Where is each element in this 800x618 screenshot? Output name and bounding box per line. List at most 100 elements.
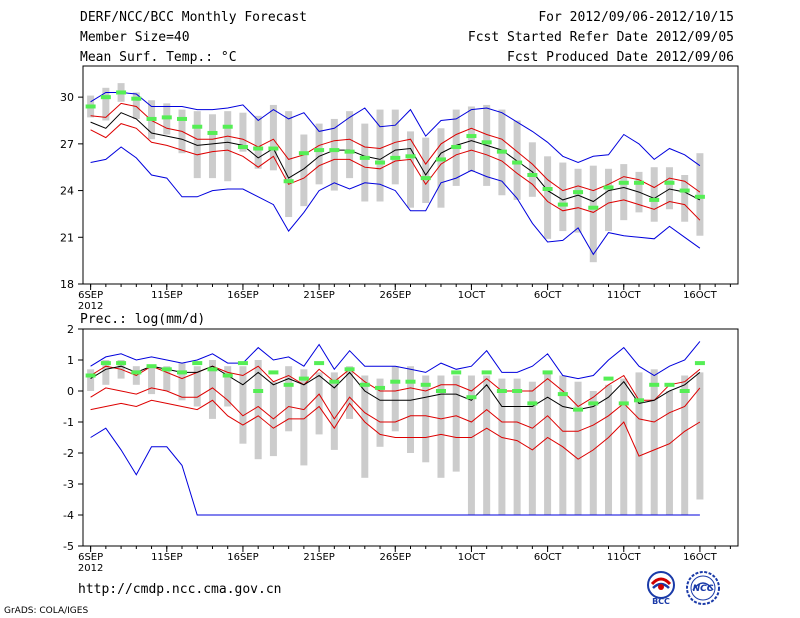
spread-box xyxy=(87,369,95,391)
median-marker xyxy=(146,364,157,369)
spread-box xyxy=(376,378,384,447)
spread-box xyxy=(208,360,216,419)
spread-box xyxy=(589,165,597,263)
median-marker xyxy=(588,401,599,406)
x-tick-label: 6SEP xyxy=(78,290,103,301)
spread-box xyxy=(148,366,156,395)
source-url[interactable]: http://cmdp.ncc.cma.gov.cn xyxy=(78,582,282,597)
median-marker xyxy=(222,373,233,378)
median-marker xyxy=(207,367,218,372)
median-marker xyxy=(131,370,142,375)
median-marker xyxy=(512,389,523,393)
series-max xyxy=(90,92,701,167)
x-tick-label: 26SEP xyxy=(380,290,411,301)
x-tick-label: 16OCT xyxy=(683,290,718,301)
median-marker xyxy=(359,382,370,387)
median-marker xyxy=(177,370,188,375)
spread-box xyxy=(544,372,552,515)
spread-box xyxy=(681,175,689,222)
series-mean-minus-sd xyxy=(90,387,701,432)
spread-box xyxy=(665,167,673,210)
median-marker xyxy=(237,361,248,366)
spread-box xyxy=(605,384,613,515)
spread-box xyxy=(498,378,506,515)
spread-box xyxy=(681,375,689,515)
median-marker xyxy=(192,361,203,366)
median-marker xyxy=(375,385,386,390)
median-marker xyxy=(542,370,553,375)
y-tick-label: 18 xyxy=(60,278,74,291)
series-mean-plus-sd xyxy=(90,102,701,193)
forecast-produced-date: Fcst Produced Date 2012/09/06 xyxy=(507,50,734,65)
series-mean xyxy=(90,112,701,203)
panel-1: 18 21 24 27 30 6SEP 11SEP 16SEP 21SEP 26SEP 1OCT 6O… xyxy=(60,65,739,312)
header-left: DERF/NCC/BCC Monthly Forecast Member Siz… xyxy=(80,9,307,69)
median-marker xyxy=(679,188,690,193)
spread-box xyxy=(269,104,277,171)
y-tick-label: -3 xyxy=(63,478,74,491)
bcc-logo-text: BCC xyxy=(652,597,670,606)
spread-box xyxy=(361,375,369,478)
series-mean-minus-sd xyxy=(90,123,701,221)
spread-box xyxy=(574,381,582,515)
bcc-logo: BCC xyxy=(647,571,675,606)
y-tick-label: 30 xyxy=(60,91,74,104)
spread-box xyxy=(528,142,536,197)
spread-box xyxy=(208,114,216,179)
median-marker xyxy=(375,160,386,165)
median-marker xyxy=(435,157,446,162)
spread-box xyxy=(178,363,186,401)
median-marker xyxy=(253,146,264,151)
spread-box xyxy=(376,109,384,202)
spread-box xyxy=(132,92,140,119)
spread-box xyxy=(163,366,171,391)
median-marker xyxy=(420,382,431,387)
spread-box xyxy=(361,123,369,202)
x-year-label: 2012 xyxy=(78,301,103,312)
spread-box xyxy=(452,375,460,472)
y-tick-label: -5 xyxy=(63,540,74,553)
median-marker xyxy=(146,116,157,121)
y-tick-label: -1 xyxy=(63,416,74,429)
median-marker xyxy=(283,179,294,184)
spread-box xyxy=(422,375,430,463)
median-marker xyxy=(481,140,492,145)
median-marker xyxy=(329,148,340,153)
spread-box xyxy=(559,162,567,232)
spread-box xyxy=(544,156,552,239)
spread-box xyxy=(650,369,658,515)
x-tick-label: 11SEP xyxy=(151,552,182,563)
spread-box xyxy=(437,128,445,208)
series-mean xyxy=(90,365,701,411)
spread-box xyxy=(391,109,399,185)
spread-box xyxy=(102,87,110,121)
spread-box xyxy=(407,131,414,208)
x-tick-label: 26SEP xyxy=(380,552,411,563)
x-tick-label: 16SEP xyxy=(227,552,258,563)
spread-box xyxy=(285,366,293,432)
median-marker xyxy=(116,90,127,95)
spread-box xyxy=(422,137,430,204)
spread-box xyxy=(513,378,521,515)
spread-box xyxy=(528,381,536,515)
median-marker xyxy=(451,144,462,149)
x-tick-label: 21SEP xyxy=(303,290,334,301)
median-marker xyxy=(207,130,218,135)
spread-box xyxy=(102,360,110,385)
median-marker xyxy=(131,96,142,101)
x-tick-label: 11SEP xyxy=(151,290,182,301)
forecast-started-date: Fcst Started Refer Date 2012/09/05 xyxy=(467,30,734,45)
median-marker xyxy=(451,370,462,375)
series-mean-plus-sd xyxy=(90,365,701,408)
median-marker xyxy=(435,389,446,393)
median-marker xyxy=(116,361,127,366)
median-marker xyxy=(161,115,172,120)
median-marker xyxy=(603,376,614,381)
y-tick-label: 24 xyxy=(60,185,74,198)
median-marker xyxy=(85,104,96,109)
spread-box xyxy=(407,366,414,453)
y-tick-label: 2 xyxy=(67,323,74,336)
median-marker xyxy=(588,205,599,210)
spread-box xyxy=(696,372,704,500)
spread-box xyxy=(635,372,643,515)
